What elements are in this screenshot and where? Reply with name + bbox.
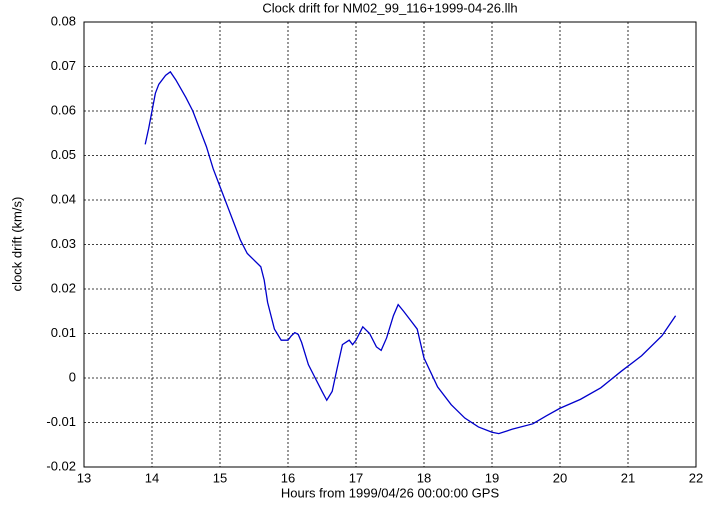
data-line [144,70,677,435]
x-tick-label: 15 [213,470,227,485]
y-tick-label: 0.01 [51,325,76,340]
x-tick-label: 20 [553,470,567,485]
x-tick-label: 21 [621,470,635,485]
y-tick-label: 0 [69,369,76,384]
x-tick-label: 22 [689,470,703,485]
y-tick-label: 0.03 [51,236,76,251]
x-tick-label: 19 [485,470,499,485]
y-tick-label: 0.02 [51,280,76,295]
x-tick-label: 13 [77,470,91,485]
y-tick-label: 0.06 [51,102,76,117]
y-tick-label: 0.04 [51,191,76,206]
y-tick-label: 0.08 [51,13,76,28]
chart-title: Clock drift for NM02_99_116+1999-04-26.l… [262,0,517,15]
x-axis-label: Hours from 1999/04/26 00:00:00 GPS [281,485,500,500]
y-tick-label: 0.05 [51,147,76,162]
x-tick-label: 14 [145,470,159,485]
x-tick-label: 17 [349,470,363,485]
y-axis-label: clock drift (km/s) [9,197,24,292]
x-tick-label: 18 [417,470,431,485]
y-tick-label: -0.01 [46,414,76,429]
y-tick-label: -0.02 [46,458,76,473]
y-tick-label: 0.07 [51,58,76,73]
x-tick-label: 16 [281,470,295,485]
